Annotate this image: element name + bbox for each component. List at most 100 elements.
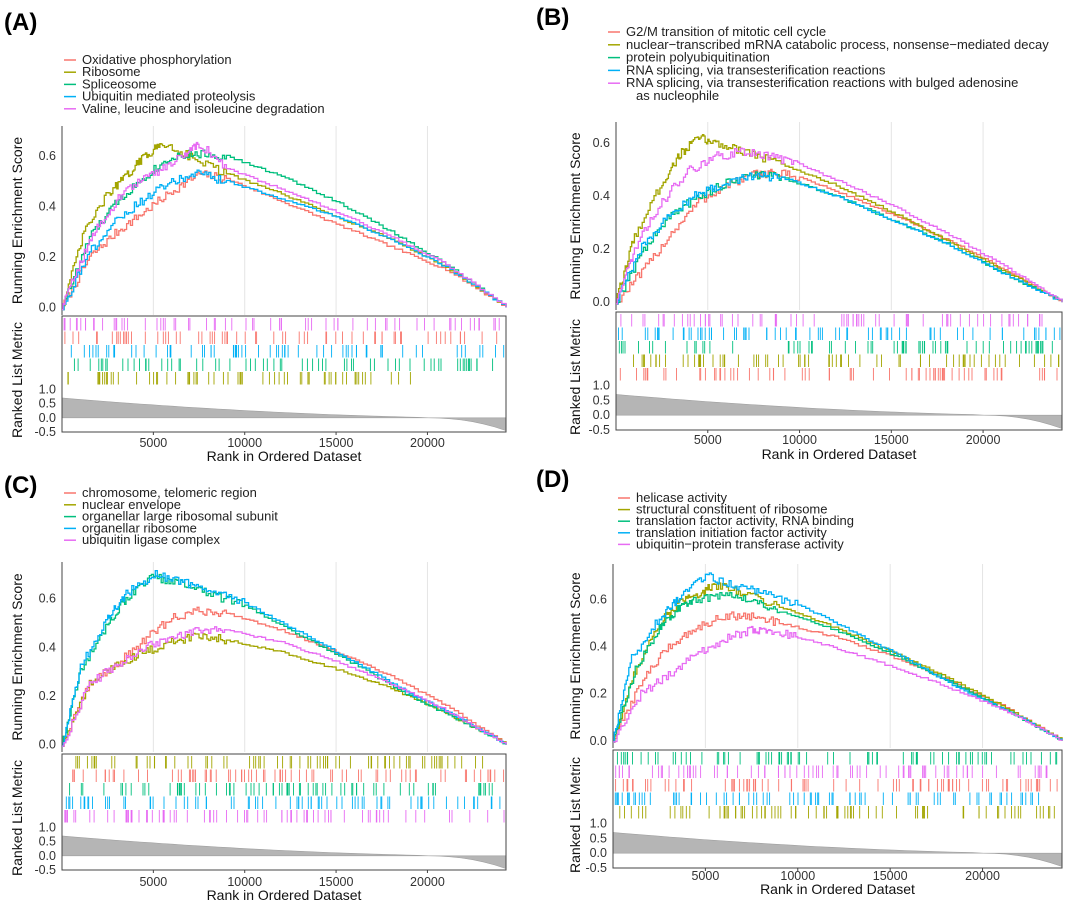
metric-tick-label: -0.5 — [34, 863, 56, 877]
x-tick-label: 20000 — [410, 875, 445, 889]
y-tick-label: 0.4 — [590, 640, 607, 654]
y-tick-label: 0.2 — [593, 242, 610, 256]
legend-label: ubiquitin−protein transferase activity — [636, 536, 844, 551]
y-axis-title: Ranked List Metric — [567, 319, 583, 435]
metric-tick-label: -0.5 — [588, 423, 610, 437]
legend-label: G2/M transition of mitotic cell cycle — [626, 24, 826, 39]
es-line — [616, 147, 1063, 305]
legend-label: Oxidative phosphorylation — [82, 52, 232, 67]
metric-tick-label: 0.0 — [590, 846, 607, 860]
panel-label: (A) — [4, 9, 37, 36]
y-axis-title: Running Enrichment Score — [9, 573, 25, 741]
y-tick-label: 0.2 — [39, 689, 56, 703]
metric-tick-label: 0.0 — [593, 408, 610, 422]
legend-label: helicase activity — [636, 490, 728, 505]
legend-label: translation factor activity, RNA binding — [636, 513, 854, 528]
legend-label: RNA splicing, via transesterification re… — [626, 62, 886, 77]
es-plot: 0.0 0.2 0.4 0.6 Running Enrichment Score — [567, 564, 1063, 748]
x-axis-title: Rank in Ordered Dataset — [762, 446, 917, 462]
es-line — [613, 572, 1063, 743]
metric-tick-label: 0.5 — [590, 831, 607, 845]
metric-tick-label: 0.0 — [39, 849, 56, 863]
x-tick-label: 5000 — [694, 433, 722, 447]
x-tick-label: 20000 — [410, 436, 445, 450]
y-tick-label: 0.2 — [39, 250, 56, 264]
metric-tick-label: 1.0 — [39, 821, 56, 835]
es-line — [616, 134, 1063, 305]
metric-tick-label: -0.5 — [34, 425, 56, 439]
x-tick-label: 15000 — [874, 433, 909, 447]
es-plot: 0.0 0.2 0.4 0.6 Running Enrichment Score — [567, 122, 1063, 310]
es-line — [616, 171, 1063, 305]
y-tick-label: 0.4 — [593, 189, 610, 203]
legend: G2/M transition of mitotic cell cyclenuc… — [608, 24, 1049, 103]
x-tick-label: 20000 — [966, 433, 1001, 447]
y-tick-label: 0.6 — [590, 592, 607, 606]
rank-plot-frame — [61, 753, 507, 871]
gsea-panel: (A) Oxidative phosphorylationRibosomeSpli… — [4, 9, 507, 464]
legend-label: Valine, leucine and isoleucine degradati… — [82, 101, 325, 116]
ranked-metric-area — [615, 394, 1063, 429]
y-axis-title: Ranked List Metric — [567, 757, 583, 873]
es-line — [616, 168, 1063, 305]
y-axis-title: Running Enrichment Score — [9, 137, 25, 305]
panel-label: (D) — [536, 466, 569, 493]
ranked-metric-area — [61, 397, 507, 432]
legend-label: organellar ribosome — [82, 520, 197, 535]
x-tick-label: 5000 — [139, 436, 167, 450]
legend-label: ubiquitin ligase complex — [82, 532, 221, 547]
x-tick-label: 15000 — [319, 875, 354, 889]
x-tick-label: 20000 — [965, 869, 1000, 883]
legend-label: nuclear envelope — [82, 497, 181, 512]
panel-label: (B) — [536, 4, 569, 31]
es-plot: 0.0 0.2 0.4 0.6 Running Enrichment Score — [9, 126, 507, 315]
legend-label: chromosome, telomeric region — [82, 485, 257, 500]
y-tick-label: 0.6 — [39, 592, 56, 606]
x-tick-label: 10000 — [782, 433, 817, 447]
panel-label: (C) — [4, 472, 37, 499]
legend-label: as nucleophile — [636, 88, 719, 103]
y-tick-label: 0.4 — [39, 200, 56, 214]
y-axis-title: Running Enrichment Score — [567, 572, 583, 740]
es-line — [62, 143, 507, 311]
rank-plot-frame — [612, 749, 1063, 869]
y-tick-label: 0.0 — [590, 734, 607, 748]
legend-label: nuclear−transcribed mRNA catabolic proce… — [626, 37, 1049, 52]
legend: Oxidative phosphorylationRibosomeSpliceo… — [64, 52, 325, 116]
es-line — [62, 170, 507, 311]
metric-tick-label: -0.5 — [585, 861, 607, 875]
y-axis-title: Ranked List Metric — [9, 322, 25, 438]
x-tick-label: 10000 — [227, 436, 262, 450]
x-tick-label: 10000 — [227, 875, 262, 889]
x-tick-label: 5000 — [691, 869, 719, 883]
legend-label: protein polyubiquitination — [626, 50, 770, 65]
rank-plot-frame — [61, 315, 507, 433]
legend-label: RNA splicing, via transesterification re… — [626, 75, 1018, 90]
es-line — [613, 591, 1063, 743]
x-tick-label: 15000 — [873, 869, 908, 883]
metric-tick-label: 1.0 — [593, 379, 610, 393]
legend-label: translation initiation factor activity — [636, 525, 827, 540]
legend-label: Ribosome — [82, 64, 141, 79]
es-line — [62, 606, 507, 747]
es-line — [62, 141, 507, 311]
x-tick-label: 5000 — [139, 875, 167, 889]
es-plot: 0.0 0.2 0.4 0.6 Running Enrichment Score — [9, 562, 507, 752]
legend-label: Ubiquitin mediated proteolysis — [82, 89, 256, 104]
x-axis-title: Rank in Ordered Dataset — [207, 887, 362, 903]
y-axis-title: Running Enrichment Score — [567, 132, 583, 300]
x-axis-title: Rank in Ordered Dataset — [207, 448, 362, 464]
legend-label: structural constituent of ribosome — [636, 502, 827, 517]
y-tick-label: 0.2 — [590, 687, 607, 701]
es-line — [62, 626, 507, 747]
es-line — [62, 573, 507, 747]
es-line — [613, 611, 1063, 743]
